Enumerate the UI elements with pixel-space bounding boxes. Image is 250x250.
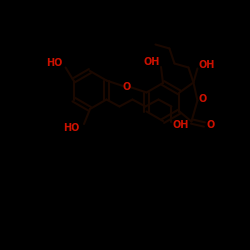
- Text: HO: HO: [63, 123, 79, 133]
- Text: OH: OH: [144, 57, 160, 67]
- Text: O: O: [206, 120, 214, 130]
- Text: O: O: [198, 94, 206, 104]
- Text: O: O: [122, 82, 130, 92]
- Text: OH: OH: [172, 120, 189, 130]
- Text: OH: OH: [198, 60, 215, 70]
- Text: HO: HO: [46, 58, 63, 68]
